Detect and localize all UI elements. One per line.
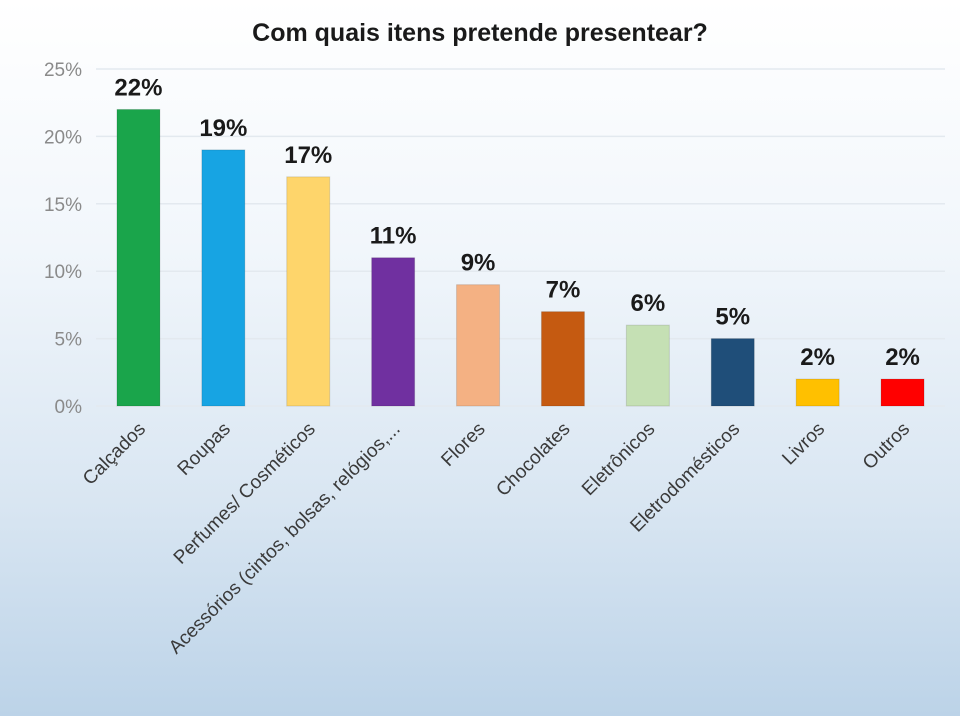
x-tick-label: Roupas: [174, 419, 235, 480]
x-tick-label: Perfumes/ Cosméticos: [170, 419, 320, 569]
bars: [116, 108, 925, 407]
bar: [625, 324, 670, 407]
bar: [710, 338, 755, 407]
bar: [880, 378, 925, 407]
y-tick-label: 10%: [44, 262, 82, 283]
y-tick-label: 25%: [44, 60, 82, 81]
bar: [201, 149, 246, 407]
x-tick-label: Eletrônicos: [578, 419, 659, 500]
x-tick-label: Flores: [437, 419, 489, 471]
data-label: 19%: [199, 115, 247, 142]
data-label: 22%: [114, 74, 162, 101]
data-label: 2%: [885, 344, 920, 371]
data-label: 17%: [284, 142, 332, 169]
data-label: 2%: [800, 344, 835, 371]
bar: [540, 311, 585, 407]
data-label: 11%: [370, 223, 417, 250]
y-tick-label: 5%: [55, 330, 83, 351]
bar: [456, 284, 501, 407]
data-label: 5%: [715, 304, 750, 331]
bar: [286, 176, 331, 407]
chart-title: Com quais itens pretende presentear?: [252, 19, 708, 47]
bar: [371, 257, 416, 407]
x-tick-label: Chocolates: [492, 419, 574, 501]
y-tick-label: 15%: [44, 195, 82, 216]
x-tick-label: Outros: [859, 419, 914, 474]
x-tick-label: Calçados: [79, 419, 150, 490]
data-labels: 22% 19% 17% 11% 9% 7% 6% 5% 2% 2%: [114, 74, 919, 371]
bar: [116, 108, 161, 407]
data-label: 7%: [546, 277, 581, 304]
data-label: 6%: [631, 290, 666, 317]
y-axis-ticks: 0% 5% 10% 15% 20% 25%: [44, 60, 82, 418]
bar: [795, 378, 840, 407]
y-tick-label: 20%: [44, 127, 82, 148]
y-tick-label: 0%: [55, 397, 83, 418]
data-label: 9%: [461, 250, 496, 277]
x-tick-label: Livros: [778, 419, 829, 470]
